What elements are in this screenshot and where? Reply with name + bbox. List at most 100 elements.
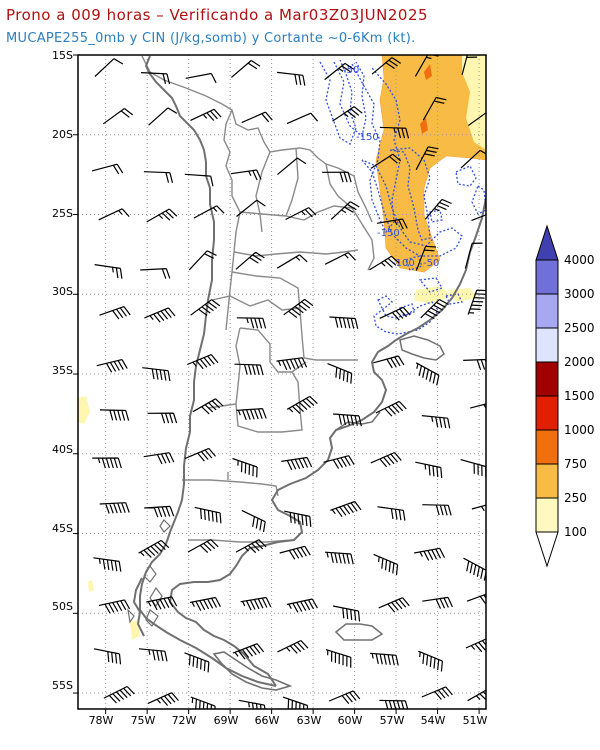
wind-barb [324, 551, 354, 565]
wind-barb [143, 452, 175, 465]
wind-barb [138, 648, 168, 662]
wind-barb [370, 451, 402, 468]
wind-barb [471, 504, 486, 512]
wind-barb [189, 596, 221, 611]
wind-barb [93, 557, 122, 572]
wind-barb [146, 208, 178, 223]
wind-barb [378, 597, 410, 613]
wind-barb [422, 96, 447, 121]
wind-barb [414, 55, 439, 77]
political-borders [141, 55, 375, 543]
wind-barb [140, 72, 171, 85]
wind-barb [279, 545, 311, 560]
wind-barb [276, 254, 308, 269]
wind-barb [276, 357, 308, 371]
cin-contour-labels: -50 -150 -150 -100 -50 [343, 65, 439, 269]
wind-barb [424, 198, 452, 220]
wind-barb [370, 652, 399, 666]
lon-tick-label: 51W [463, 714, 488, 727]
wind-barb [413, 547, 446, 561]
wind-barb [333, 413, 362, 427]
lon-tick-label: 66W [255, 714, 280, 727]
wind-barb [465, 638, 486, 653]
wind-barb [284, 510, 312, 527]
wind-barb [98, 599, 131, 614]
wind-barb [379, 306, 411, 321]
wind-barb [421, 686, 453, 700]
wind-barb [322, 171, 352, 183]
map-frame [77, 54, 487, 710]
lat-tick-label: 30S [52, 285, 73, 298]
map-title: Prono a 009 horas – Verificando a Mar03Z… [6, 6, 429, 24]
wind-barb [379, 126, 410, 139]
wind-barb [371, 57, 402, 75]
colorbar-label: 4000 [564, 253, 595, 267]
lon-tick-label: 63W [297, 714, 322, 727]
wind-barb [466, 593, 486, 606]
wind-barb [422, 596, 453, 609]
lat-tick-label: 50S [52, 600, 73, 613]
colorbar-bin [535, 259, 559, 295]
colorbar-label: 2500 [564, 321, 595, 335]
wind-barb [232, 457, 258, 478]
wind-barb [464, 242, 483, 269]
wind-barb [241, 509, 266, 533]
wind-barb [147, 412, 178, 424]
lon-tick-label: 75W [131, 714, 156, 727]
axis-ticks [73, 54, 480, 714]
wind-barb [235, 251, 265, 270]
wind-barb [94, 58, 124, 77]
wind-barb [370, 153, 402, 169]
wind-barb [230, 169, 262, 181]
wind-barb [240, 596, 272, 611]
wind-barb [460, 459, 486, 477]
wind-barb [283, 298, 314, 318]
wind-barb [415, 362, 440, 386]
wind-barb [144, 307, 176, 323]
wind-barb [460, 149, 486, 169]
lat-tick-label: 40S [52, 443, 73, 456]
wind-barb [379, 699, 409, 709]
wind-barb [235, 539, 267, 554]
cape-shading [78, 55, 486, 640]
colorbar-bin [535, 293, 559, 329]
wind-barb [103, 685, 135, 704]
wind-barb [277, 639, 309, 654]
wind-barb [418, 650, 443, 672]
colorbar-label: 1500 [564, 389, 595, 403]
wind-barb [415, 245, 437, 271]
colorbar-bin [535, 497, 559, 533]
wind-barb [236, 408, 267, 421]
wind-barb [471, 214, 486, 221]
wind-barb [146, 596, 178, 611]
wind-barb [94, 264, 123, 279]
wind-barb [194, 506, 222, 524]
wind-barb [281, 456, 313, 471]
wind-barb [330, 201, 360, 220]
colorbar-bin [535, 395, 559, 431]
colorbar-label: 1000 [564, 423, 595, 437]
wind-barb [185, 72, 217, 84]
map-subtitle: MUCAPE255_0mb y CIN (J/kg,somb) y Cortan… [6, 31, 416, 46]
lat-tick-label: 20S [52, 128, 73, 141]
wind-barb [187, 538, 219, 554]
wind-barb [193, 205, 225, 219]
wind-barb [93, 648, 122, 665]
lon-tick-label: 72W [172, 714, 197, 727]
wind-barb [192, 398, 224, 415]
wind-barb [324, 252, 356, 265]
cin-label: -50 [423, 258, 439, 269]
lon-tick-label: 69W [214, 714, 239, 727]
wind-barb [421, 415, 451, 429]
colorbar: 100 250 750 1000 1500 2000 2500 3000 400… [535, 224, 595, 568]
wind-barb [99, 502, 130, 514]
wind-barb [332, 605, 361, 622]
wind-barb [325, 649, 352, 668]
cin-label: -100 [392, 258, 415, 269]
wind-barb [236, 199, 266, 217]
wind-barb [323, 455, 355, 469]
colorbar-bottom-triangle [535, 531, 559, 568]
wind-barb [415, 461, 443, 478]
wind-barb [470, 403, 486, 410]
